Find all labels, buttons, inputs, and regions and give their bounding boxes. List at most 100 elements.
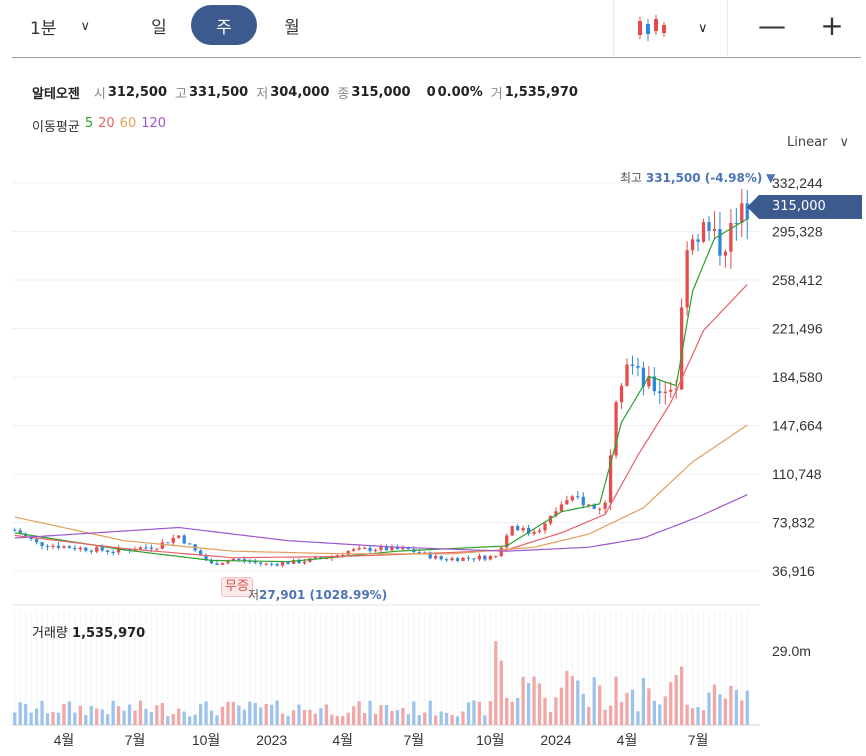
tab-day[interactable]: 일 <box>151 17 167 38</box>
candle-body <box>346 550 350 555</box>
candle-body <box>220 563 225 565</box>
ohlc-summary: 알테오젠 시 312,500 고 331,500 저 304,000 종 315… <box>32 82 586 102</box>
volume-bar <box>707 692 711 725</box>
stock-name: 알테오젠 <box>32 86 80 102</box>
volume-bar <box>45 713 50 725</box>
candle-body <box>182 535 186 544</box>
volume-bar <box>423 712 427 725</box>
volume-bar <box>204 701 208 725</box>
volume-bar <box>34 708 39 725</box>
volume-bar <box>630 689 635 725</box>
candle-body <box>690 239 695 251</box>
volume-bar <box>680 666 684 725</box>
volume-bar <box>368 700 372 725</box>
volume-bar <box>619 702 624 725</box>
candle-body <box>439 555 443 560</box>
ma-line-20 <box>14 284 748 559</box>
volume-bar <box>193 714 197 725</box>
candle-body <box>166 542 170 544</box>
x-tick-label: 4월 <box>332 732 353 748</box>
x-tick-label: 7월 <box>125 732 146 748</box>
volume-bar <box>565 670 569 725</box>
zoom-in-button[interactable]: + <box>820 9 844 42</box>
moving-average-legend[interactable]: 이동평균 5 20 60 120 <box>32 116 171 135</box>
toolbar-divider-line <box>12 57 861 58</box>
volume-bar <box>133 710 137 725</box>
volume-bar <box>171 714 175 725</box>
candle-body <box>729 222 733 252</box>
volume-bar <box>384 704 389 725</box>
volume-bar <box>559 687 564 725</box>
volume-bar <box>516 698 520 725</box>
candle-body <box>177 535 181 538</box>
volume-bar <box>84 714 88 725</box>
volume-bar <box>138 700 143 725</box>
tab-month[interactable]: 월 <box>284 17 300 38</box>
y-tick-label: 295,328 <box>772 224 823 240</box>
candle-body <box>171 537 175 543</box>
volume-bar <box>494 641 498 725</box>
volume-bar <box>308 709 312 725</box>
chevron-down-icon: ∨ <box>698 20 708 36</box>
volume-bar <box>718 694 722 725</box>
volume-bar <box>477 701 482 725</box>
candle-body <box>712 229 717 231</box>
candle-body <box>106 550 110 552</box>
volume-bar <box>472 700 476 725</box>
candle-body <box>450 558 454 561</box>
volume-bar <box>395 710 400 725</box>
volume-bar <box>526 683 531 725</box>
candle-body <box>324 558 328 560</box>
candle-body <box>603 502 607 509</box>
volume-bar <box>100 709 104 725</box>
chart-type-dropdown[interactable]: ∨ <box>614 0 726 56</box>
volume-bar <box>182 711 186 725</box>
ma-5-label: 5 <box>84 116 94 131</box>
volume-bar <box>78 705 82 725</box>
candle-body <box>242 559 246 562</box>
candle-body <box>718 229 722 256</box>
zoom-out-button[interactable]: — <box>758 9 786 42</box>
volume-bar <box>18 702 22 725</box>
volume-bar <box>116 706 121 725</box>
volume-bar <box>505 697 509 725</box>
volume-bar <box>636 711 640 725</box>
volume-bar <box>543 697 547 725</box>
candle-body <box>641 367 646 387</box>
chevron-down-icon: ∨ <box>839 135 850 150</box>
interval-dropdown[interactable]: 1분 ∨ <box>30 6 90 46</box>
volume-bar <box>647 688 651 725</box>
volume-bar <box>406 714 410 725</box>
volume-bar <box>198 704 203 725</box>
volume-bar <box>412 701 416 725</box>
volume-bar <box>652 700 656 725</box>
volume-bar <box>390 711 394 725</box>
candle-body <box>554 511 558 516</box>
event-marker-bonus-issue[interactable]: 무증 <box>221 577 253 597</box>
volume-bar <box>215 715 219 725</box>
volume-bar <box>734 689 738 725</box>
open-value: 312,500 <box>107 84 168 100</box>
ma-line-120 <box>14 494 748 552</box>
candle-body <box>204 555 208 561</box>
candle-body <box>45 545 50 547</box>
scale-label: Linear <box>787 135 828 150</box>
candle-body <box>133 549 137 551</box>
candle-body <box>472 558 476 560</box>
tab-week[interactable]: 주 <box>191 5 257 45</box>
candle-body <box>291 560 296 564</box>
volume-bar <box>608 705 613 725</box>
volume-bar <box>373 713 378 725</box>
y-tick-label: 110,748 <box>772 466 822 482</box>
volume-bar <box>149 712 154 725</box>
scale-dropdown[interactable]: Linear ∨ <box>787 135 849 150</box>
candle-body <box>488 556 492 560</box>
chevron-down-icon: ∨ <box>80 18 90 34</box>
price-chart[interactable]: 332,244 295,328 258,412 221,496 184,580 147,6… <box>0 160 866 756</box>
volume-bar <box>729 685 733 725</box>
candle-body <box>51 545 55 547</box>
volume-bar <box>111 700 115 725</box>
candle-body <box>237 558 241 560</box>
x-tick-label: 10월 <box>192 732 220 748</box>
volume-bar <box>690 708 695 725</box>
